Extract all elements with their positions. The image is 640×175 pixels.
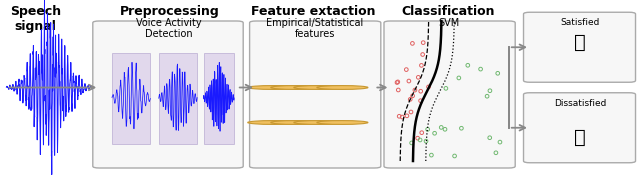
Point [415, 99, 426, 102]
Point [476, 68, 486, 71]
Text: Speech
signal: Speech signal [10, 5, 61, 33]
FancyBboxPatch shape [524, 12, 636, 82]
FancyBboxPatch shape [524, 93, 636, 163]
Point [401, 68, 412, 71]
Point [422, 128, 433, 131]
Point [463, 64, 473, 67]
Point [495, 141, 505, 144]
Point [393, 80, 403, 83]
FancyBboxPatch shape [250, 21, 381, 168]
Point [417, 131, 427, 134]
Text: Voice Activity
Detection: Voice Activity Detection [136, 18, 201, 39]
Point [441, 87, 451, 90]
FancyBboxPatch shape [384, 21, 515, 168]
Point [456, 127, 467, 130]
Text: SVM: SVM [438, 18, 460, 27]
Ellipse shape [248, 86, 299, 89]
Point [429, 132, 440, 135]
Point [404, 80, 414, 82]
Point [449, 155, 460, 157]
Point [482, 95, 492, 98]
Text: 👎: 👎 [574, 128, 586, 147]
Point [402, 114, 412, 117]
Point [417, 53, 428, 56]
Point [484, 89, 495, 92]
Point [406, 142, 417, 144]
Ellipse shape [248, 121, 299, 124]
Point [407, 42, 417, 45]
Point [416, 64, 426, 67]
Text: Classification: Classification [401, 5, 495, 18]
Point [436, 126, 446, 129]
Point [491, 151, 501, 154]
Point [454, 76, 464, 79]
Point [410, 89, 420, 92]
Ellipse shape [294, 121, 345, 124]
FancyBboxPatch shape [204, 52, 234, 144]
Ellipse shape [294, 86, 345, 89]
Point [406, 111, 416, 113]
Ellipse shape [317, 121, 368, 124]
Text: Satisfied: Satisfied [560, 18, 600, 27]
Point [413, 76, 424, 79]
Point [415, 90, 426, 93]
Point [418, 41, 428, 44]
Ellipse shape [271, 121, 322, 124]
Point [426, 154, 436, 156]
Point [484, 136, 495, 139]
Text: Dissatisfied: Dissatisfied [554, 99, 606, 108]
Text: Preprocessing: Preprocessing [120, 5, 220, 18]
Text: Empirical/Statistical
features: Empirical/Statistical features [266, 18, 364, 39]
Text: 👍: 👍 [574, 33, 586, 52]
FancyBboxPatch shape [159, 52, 197, 144]
Point [392, 81, 402, 84]
Ellipse shape [271, 86, 322, 89]
FancyBboxPatch shape [93, 21, 243, 168]
Point [405, 98, 415, 101]
Point [408, 94, 418, 97]
Point [393, 89, 403, 91]
Point [493, 72, 503, 75]
Text: Feature extaction: Feature extaction [252, 5, 376, 18]
Point [440, 128, 450, 131]
Point [394, 115, 404, 118]
FancyBboxPatch shape [112, 52, 150, 144]
Point [413, 137, 423, 140]
Point [424, 86, 434, 88]
Ellipse shape [317, 86, 368, 89]
Point [421, 140, 431, 142]
Point [415, 139, 425, 141]
Point [397, 116, 407, 118]
